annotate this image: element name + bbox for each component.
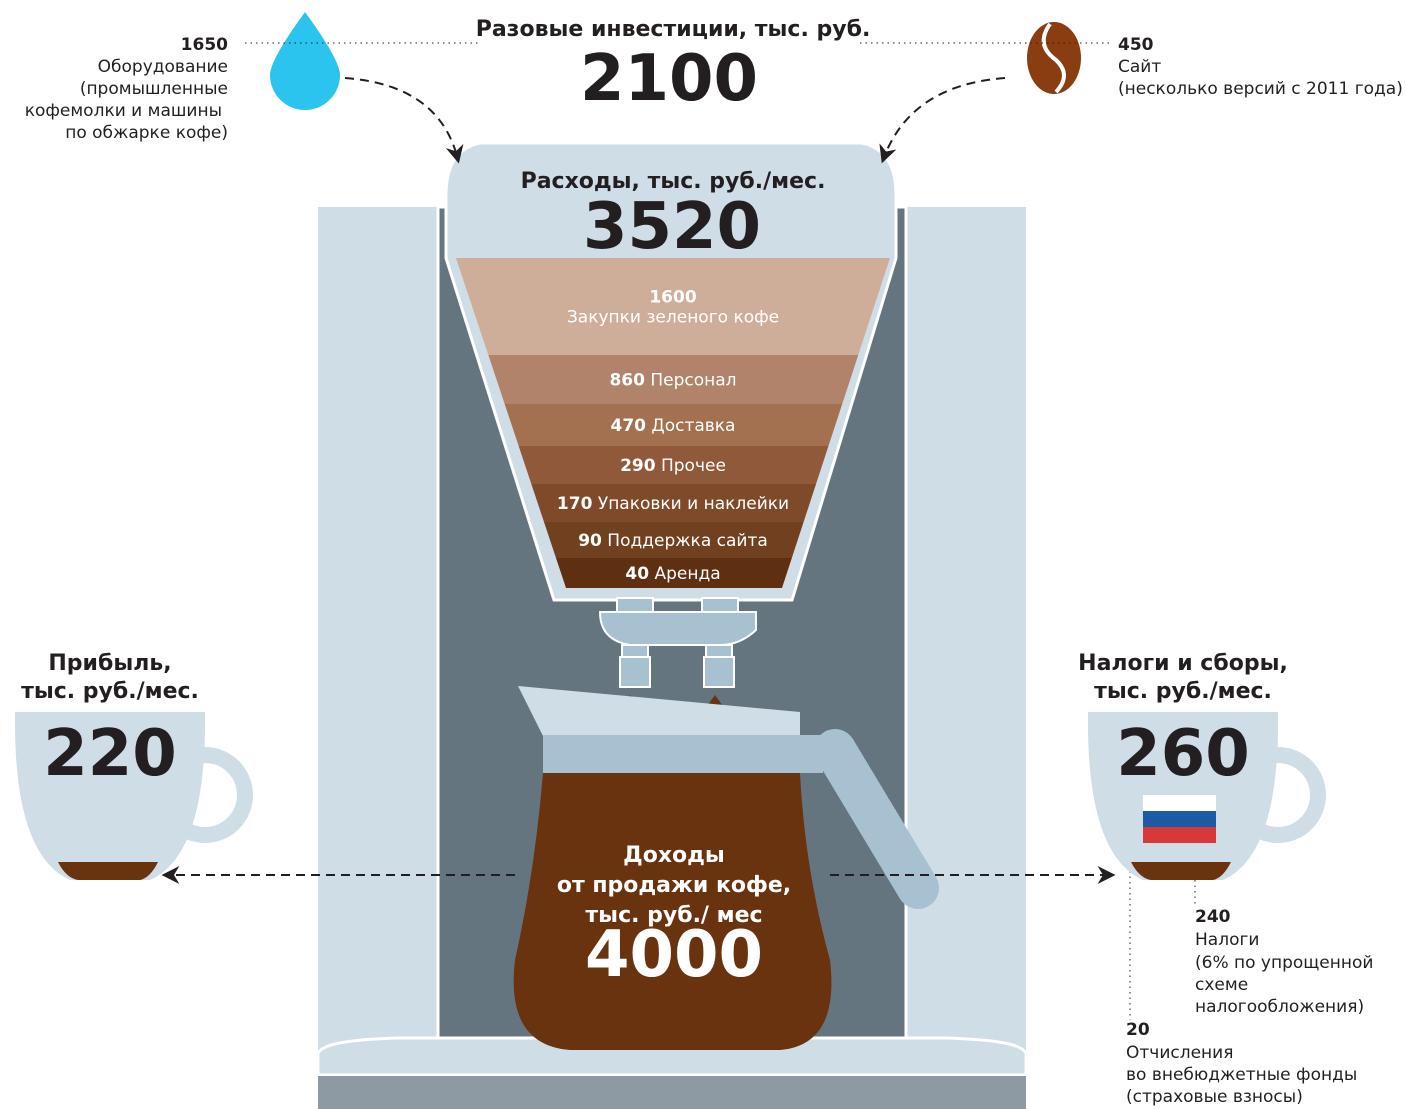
investment-title: Разовые инвестиции, тыс. руб. — [476, 17, 871, 42]
expense-value: 470 — [611, 416, 647, 436]
expenses-total: 3520 — [583, 190, 761, 264]
expense-item: 90 Поддержка сайта — [578, 531, 768, 551]
funds-value: 20 — [1126, 1020, 1150, 1040]
expense-item: 290 Прочее — [620, 456, 726, 476]
taxes-cup — [1087, 712, 1326, 880]
machine-tray — [316, 1036, 1028, 1077]
tax-value: 240 — [1195, 907, 1231, 927]
expense-label: Доставка — [651, 416, 735, 436]
expense-value: 90 — [578, 531, 602, 551]
expense-layer — [504, 404, 843, 446]
expense-label: Аренда — [654, 564, 720, 584]
expense-item: 860 Персонал — [609, 371, 736, 391]
income-title: от продажи кофе, — [557, 873, 791, 898]
bean-line — [1041, 22, 1066, 94]
income-title: Доходы — [623, 843, 725, 868]
expense-item: 40 Аренда — [625, 564, 720, 584]
expense-layer — [556, 558, 792, 588]
taxes-value: 260 — [1116, 717, 1250, 791]
tax-note: схеме — [1195, 975, 1248, 995]
expense-item: 170 Упаковки и наклейки — [557, 494, 789, 514]
site-note: (несколько версий с 2011 года) — [1118, 79, 1403, 99]
spout — [598, 597, 757, 688]
expense-value: 1600 — [649, 288, 696, 308]
pot-lid — [518, 686, 800, 736]
expense-label: Персонал — [650, 371, 736, 391]
equipment-label: Оборудование — [98, 57, 228, 77]
arrows — [161, 77, 1116, 884]
water-drop — [270, 12, 340, 110]
machine-base — [318, 1076, 1026, 1109]
profit-title: Прибыль, — [48, 651, 171, 676]
tax-note: налогообложения) — [1195, 997, 1364, 1017]
expense-label: Поддержка сайта — [607, 531, 767, 551]
funds-label: Отчисления — [1126, 1043, 1233, 1063]
equipment-value: 1650 — [181, 35, 228, 55]
income-total: 4000 — [585, 918, 763, 992]
tax-label: Налоги — [1195, 930, 1259, 950]
funds-label: (страховые взносы) — [1126, 1087, 1303, 1107]
expense-layer — [544, 522, 804, 558]
investment-total: 2100 — [580, 42, 758, 116]
expenses-title: Расходы, тыс. руб./мес. — [521, 169, 826, 194]
taxes-title: Налоги и сборы, — [1078, 651, 1288, 676]
expense-value: 40 — [625, 564, 649, 584]
expense-layer — [518, 446, 829, 484]
tax-note: (6% по упрощенной — [1195, 953, 1373, 973]
profit-cup — [14, 712, 253, 880]
taxes-title: тыс. руб./мес. — [1094, 679, 1272, 704]
pot-neck — [543, 735, 823, 773]
expense-layer — [488, 355, 859, 404]
site-label: Сайт — [1118, 57, 1161, 77]
equipment-note: кофемолки и машины — [25, 101, 222, 121]
expense-label: Упаковки и наклейки — [598, 494, 789, 514]
expense-label: Закупки зеленого кофе — [567, 308, 779, 328]
expense-label: Прочее — [661, 456, 726, 476]
equipment-note: (промышленные — [80, 79, 228, 99]
site-value: 450 — [1118, 35, 1154, 55]
expense-layer — [456, 258, 890, 355]
expense-layer — [531, 484, 817, 522]
funds-label: во внебюджетные фонды — [1126, 1065, 1357, 1085]
profit-value: 220 — [43, 717, 177, 791]
pot-body — [513, 773, 832, 1050]
equipment-note: по обжарке кофе) — [65, 123, 228, 143]
expense-value: 170 — [557, 494, 593, 514]
expense-value: 290 — [620, 456, 656, 476]
pot-handle — [814, 729, 939, 909]
profit-title: тыс. руб./мес. — [21, 679, 199, 704]
expense-item: 470 Доставка — [611, 416, 736, 436]
expense-value: 860 — [609, 371, 645, 391]
income-title: тыс. руб./ мес — [585, 903, 762, 928]
